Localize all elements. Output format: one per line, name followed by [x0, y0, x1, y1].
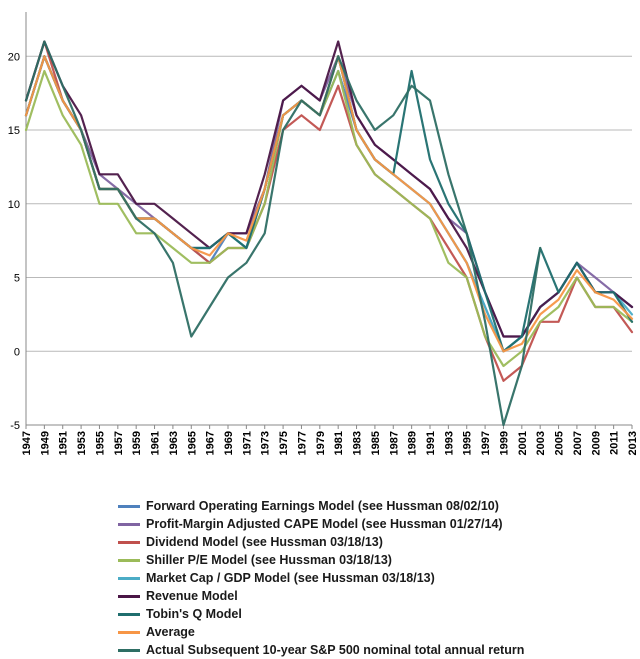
- legend-swatch: [118, 648, 140, 652]
- x-tick-label: 1983: [352, 431, 364, 455]
- x-tick-label: 1977: [296, 431, 308, 455]
- legend-item: Market Cap / GDP Model (see Hussman 03/1…: [118, 569, 628, 587]
- x-tick-label: 2007: [572, 431, 584, 455]
- x-tick-label: 1963: [168, 431, 180, 455]
- x-tick-label: 1979: [315, 431, 327, 455]
- y-tick-label: 20: [8, 51, 20, 63]
- legend-label: Actual Subsequent 10-year S&P 500 nomina…: [146, 643, 525, 657]
- y-tick-label: 0: [14, 346, 20, 358]
- x-tick-label: 2005: [554, 431, 566, 455]
- x-tick-label: 2013: [627, 431, 639, 455]
- x-tick-label: 1985: [370, 431, 382, 455]
- x-tick-label: 2011: [609, 431, 621, 455]
- series-line-4: [24, 69, 634, 368]
- x-tick-label: 1969: [223, 431, 235, 455]
- x-tick-label: 1965: [186, 431, 198, 455]
- x-tick-label: 1959: [131, 431, 143, 455]
- legend-label: Average: [146, 625, 195, 639]
- y-tick-label: -5: [10, 420, 20, 432]
- x-tick-label: 1967: [205, 431, 217, 455]
- legend-item: Shiller P/E Model (see Hussman 03/18/13): [118, 551, 628, 569]
- y-tick-label: 5: [14, 273, 20, 285]
- series-line-9: [24, 40, 542, 427]
- legend-label: Revenue Model: [146, 589, 238, 603]
- y-tick-label: 10: [8, 199, 20, 211]
- legend-item: Profit-Margin Adjusted CAPE Model (see H…: [118, 515, 628, 533]
- legend-label: Profit-Margin Adjusted CAPE Model (see H…: [146, 517, 503, 531]
- x-tick-label: 1953: [76, 431, 88, 455]
- legend-item: Revenue Model: [118, 587, 628, 605]
- legend-item: Tobin's Q Model: [118, 605, 628, 623]
- legend-swatch: [118, 630, 140, 634]
- legend-label: Forward Operating Earnings Model (see Hu…: [146, 499, 499, 513]
- legend-item: Dividend Model (see Hussman 03/18/13): [118, 533, 628, 551]
- returns-chart: -5 0 5 10 15 20 1947 1949 1951 1953 1955 1957 1959 19…: [8, 12, 639, 455]
- legend-label: Dividend Model (see Hussman 03/18/13): [146, 535, 383, 549]
- x-tick-label: 1955: [94, 431, 106, 455]
- legend-swatch: [118, 612, 140, 616]
- legend-label: Market Cap / GDP Model (see Hussman 03/1…: [146, 571, 435, 585]
- x-tick-label: 1975: [278, 431, 290, 455]
- x-tick-label: 1971: [241, 431, 253, 455]
- y-tick-label: 15: [8, 125, 20, 137]
- legend-swatch: [118, 522, 140, 526]
- x-tick-label: 1981: [333, 431, 345, 455]
- x-tick-label: 1947: [21, 431, 33, 455]
- legend-swatch: [118, 558, 140, 562]
- x-tick-label: 2003: [535, 431, 547, 455]
- x-tick-label: 1987: [388, 431, 400, 455]
- x-tick-label: 1961: [150, 431, 162, 455]
- legend-swatch: [118, 594, 140, 598]
- x-tick-label: 1997: [480, 431, 492, 455]
- legend-swatch: [118, 504, 140, 508]
- x-tick-label: 1989: [407, 431, 419, 455]
- x-tick-label: 1995: [462, 431, 474, 455]
- series-line-2: [24, 55, 634, 338]
- legend-item: Average: [118, 623, 628, 641]
- x-tick-label: 1999: [498, 431, 510, 455]
- legend-swatch: [118, 576, 140, 580]
- x-tick-label: 2001: [517, 431, 529, 455]
- x-tick-label: 1951: [58, 431, 70, 455]
- x-tick-label: 1973: [260, 431, 272, 455]
- x-tick-label: 1949: [39, 431, 51, 455]
- legend-item: Forward Operating Earnings Model (see Hu…: [118, 497, 628, 515]
- x-tick-label: 2009: [590, 431, 602, 455]
- legend-swatch: [118, 540, 140, 544]
- legend-item: Actual Subsequent 10-year S&P 500 nomina…: [118, 641, 628, 659]
- legend-label: Shiller P/E Model (see Hussman 03/18/13): [146, 553, 392, 567]
- x-tick-label: 1991: [425, 431, 437, 455]
- series-line-6: [24, 40, 634, 338]
- x-tick-label: 1993: [443, 431, 455, 455]
- chart-legend: Forward Operating Earnings Model (see Hu…: [118, 497, 628, 659]
- x-tick-label: 1957: [113, 431, 125, 455]
- legend-label: Tobin's Q Model: [146, 607, 242, 621]
